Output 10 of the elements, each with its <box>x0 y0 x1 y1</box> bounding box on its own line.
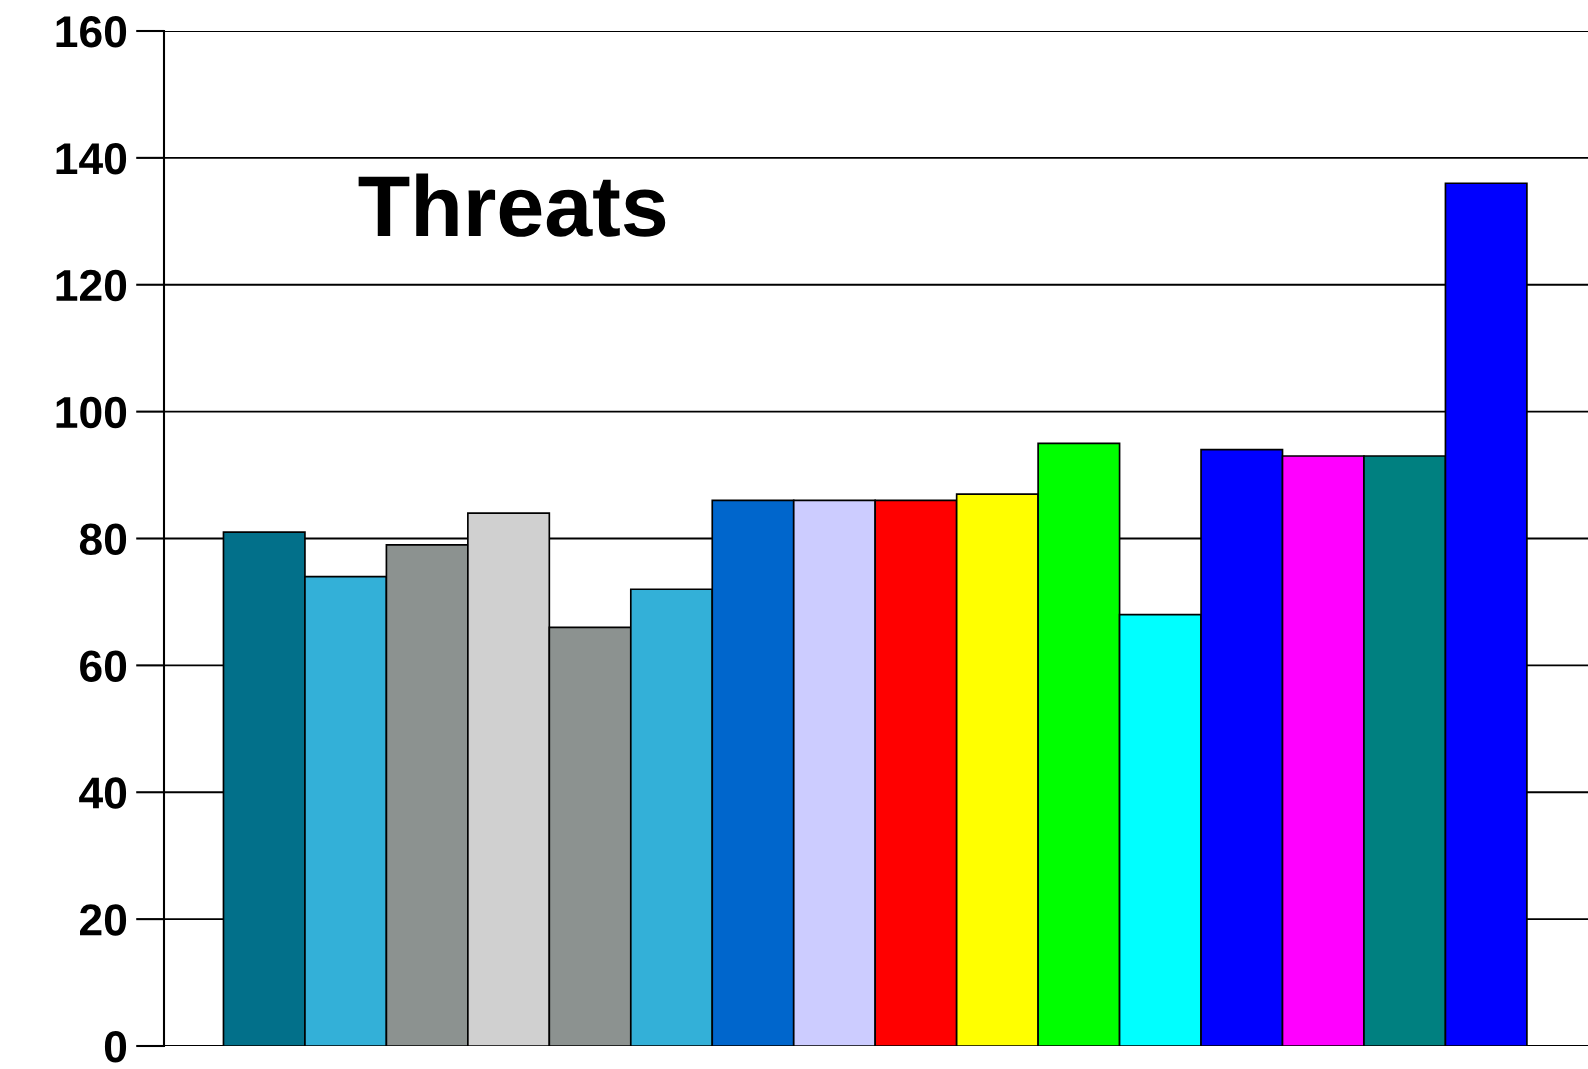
y-tick-label: 20 <box>80 904 127 936</box>
y-tick-label: 160 <box>56 16 127 48</box>
y-tick-label: 60 <box>80 650 127 682</box>
text: Threats <box>358 173 666 237</box>
y-tick-label: 120 <box>56 269 127 302</box>
y-tick-label: 0 <box>104 1031 127 1063</box>
y-tick-label: 100 <box>56 396 127 429</box>
y-tick-label: 140 <box>56 142 127 175</box>
y-tick-label: 80 <box>79 523 127 556</box>
y-tick-label: 40 <box>79 777 127 809</box>
